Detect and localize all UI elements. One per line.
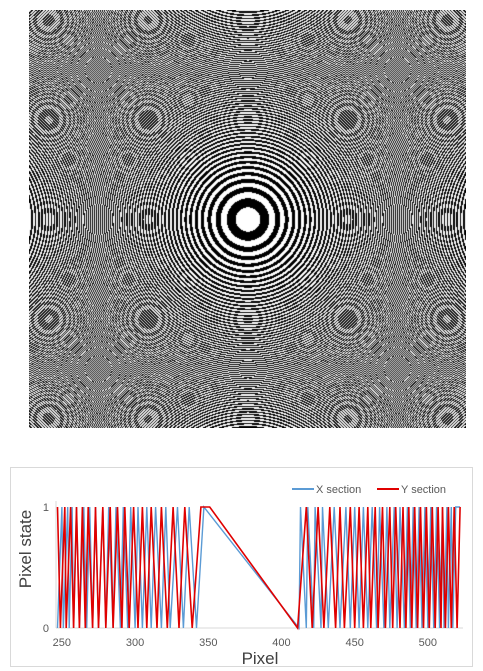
x-tick-label: 350 — [199, 637, 217, 649]
chart-ticks: 250 300 350 400 450 500 0 1 — [43, 502, 437, 649]
x-tick-label: 500 — [419, 637, 437, 649]
y-axis-label: Pixel state — [16, 510, 35, 588]
legend-label-x-section: X section — [316, 484, 361, 496]
x-tick-label: 450 — [345, 637, 363, 649]
x-tick-label: 400 — [272, 637, 290, 649]
zone-plate-pattern — [29, 10, 466, 428]
y-tick-label: 1 — [43, 502, 49, 514]
legend-label-y-section: Y section — [401, 484, 446, 496]
pixel-state-chart: 250 300 350 400 450 500 0 1 Pixel state Pixel X… — [10, 467, 473, 668]
chart-axes — [55, 501, 463, 629]
x-tick-label: 300 — [126, 637, 144, 649]
chart-lines — [56, 505, 461, 631]
pixel-state-chart-svg: 250 300 350 400 450 500 0 1 Pixel state Pixel X… — [16, 484, 463, 668]
x-axis-label: Pixel — [242, 649, 279, 666]
x-tick-label: 250 — [53, 637, 71, 649]
chart-legend: X section Y section — [292, 484, 446, 496]
zone-plate-canvas — [29, 10, 466, 428]
series-line-y-section — [56, 506, 461, 631]
y-tick-label: 0 — [43, 623, 49, 635]
